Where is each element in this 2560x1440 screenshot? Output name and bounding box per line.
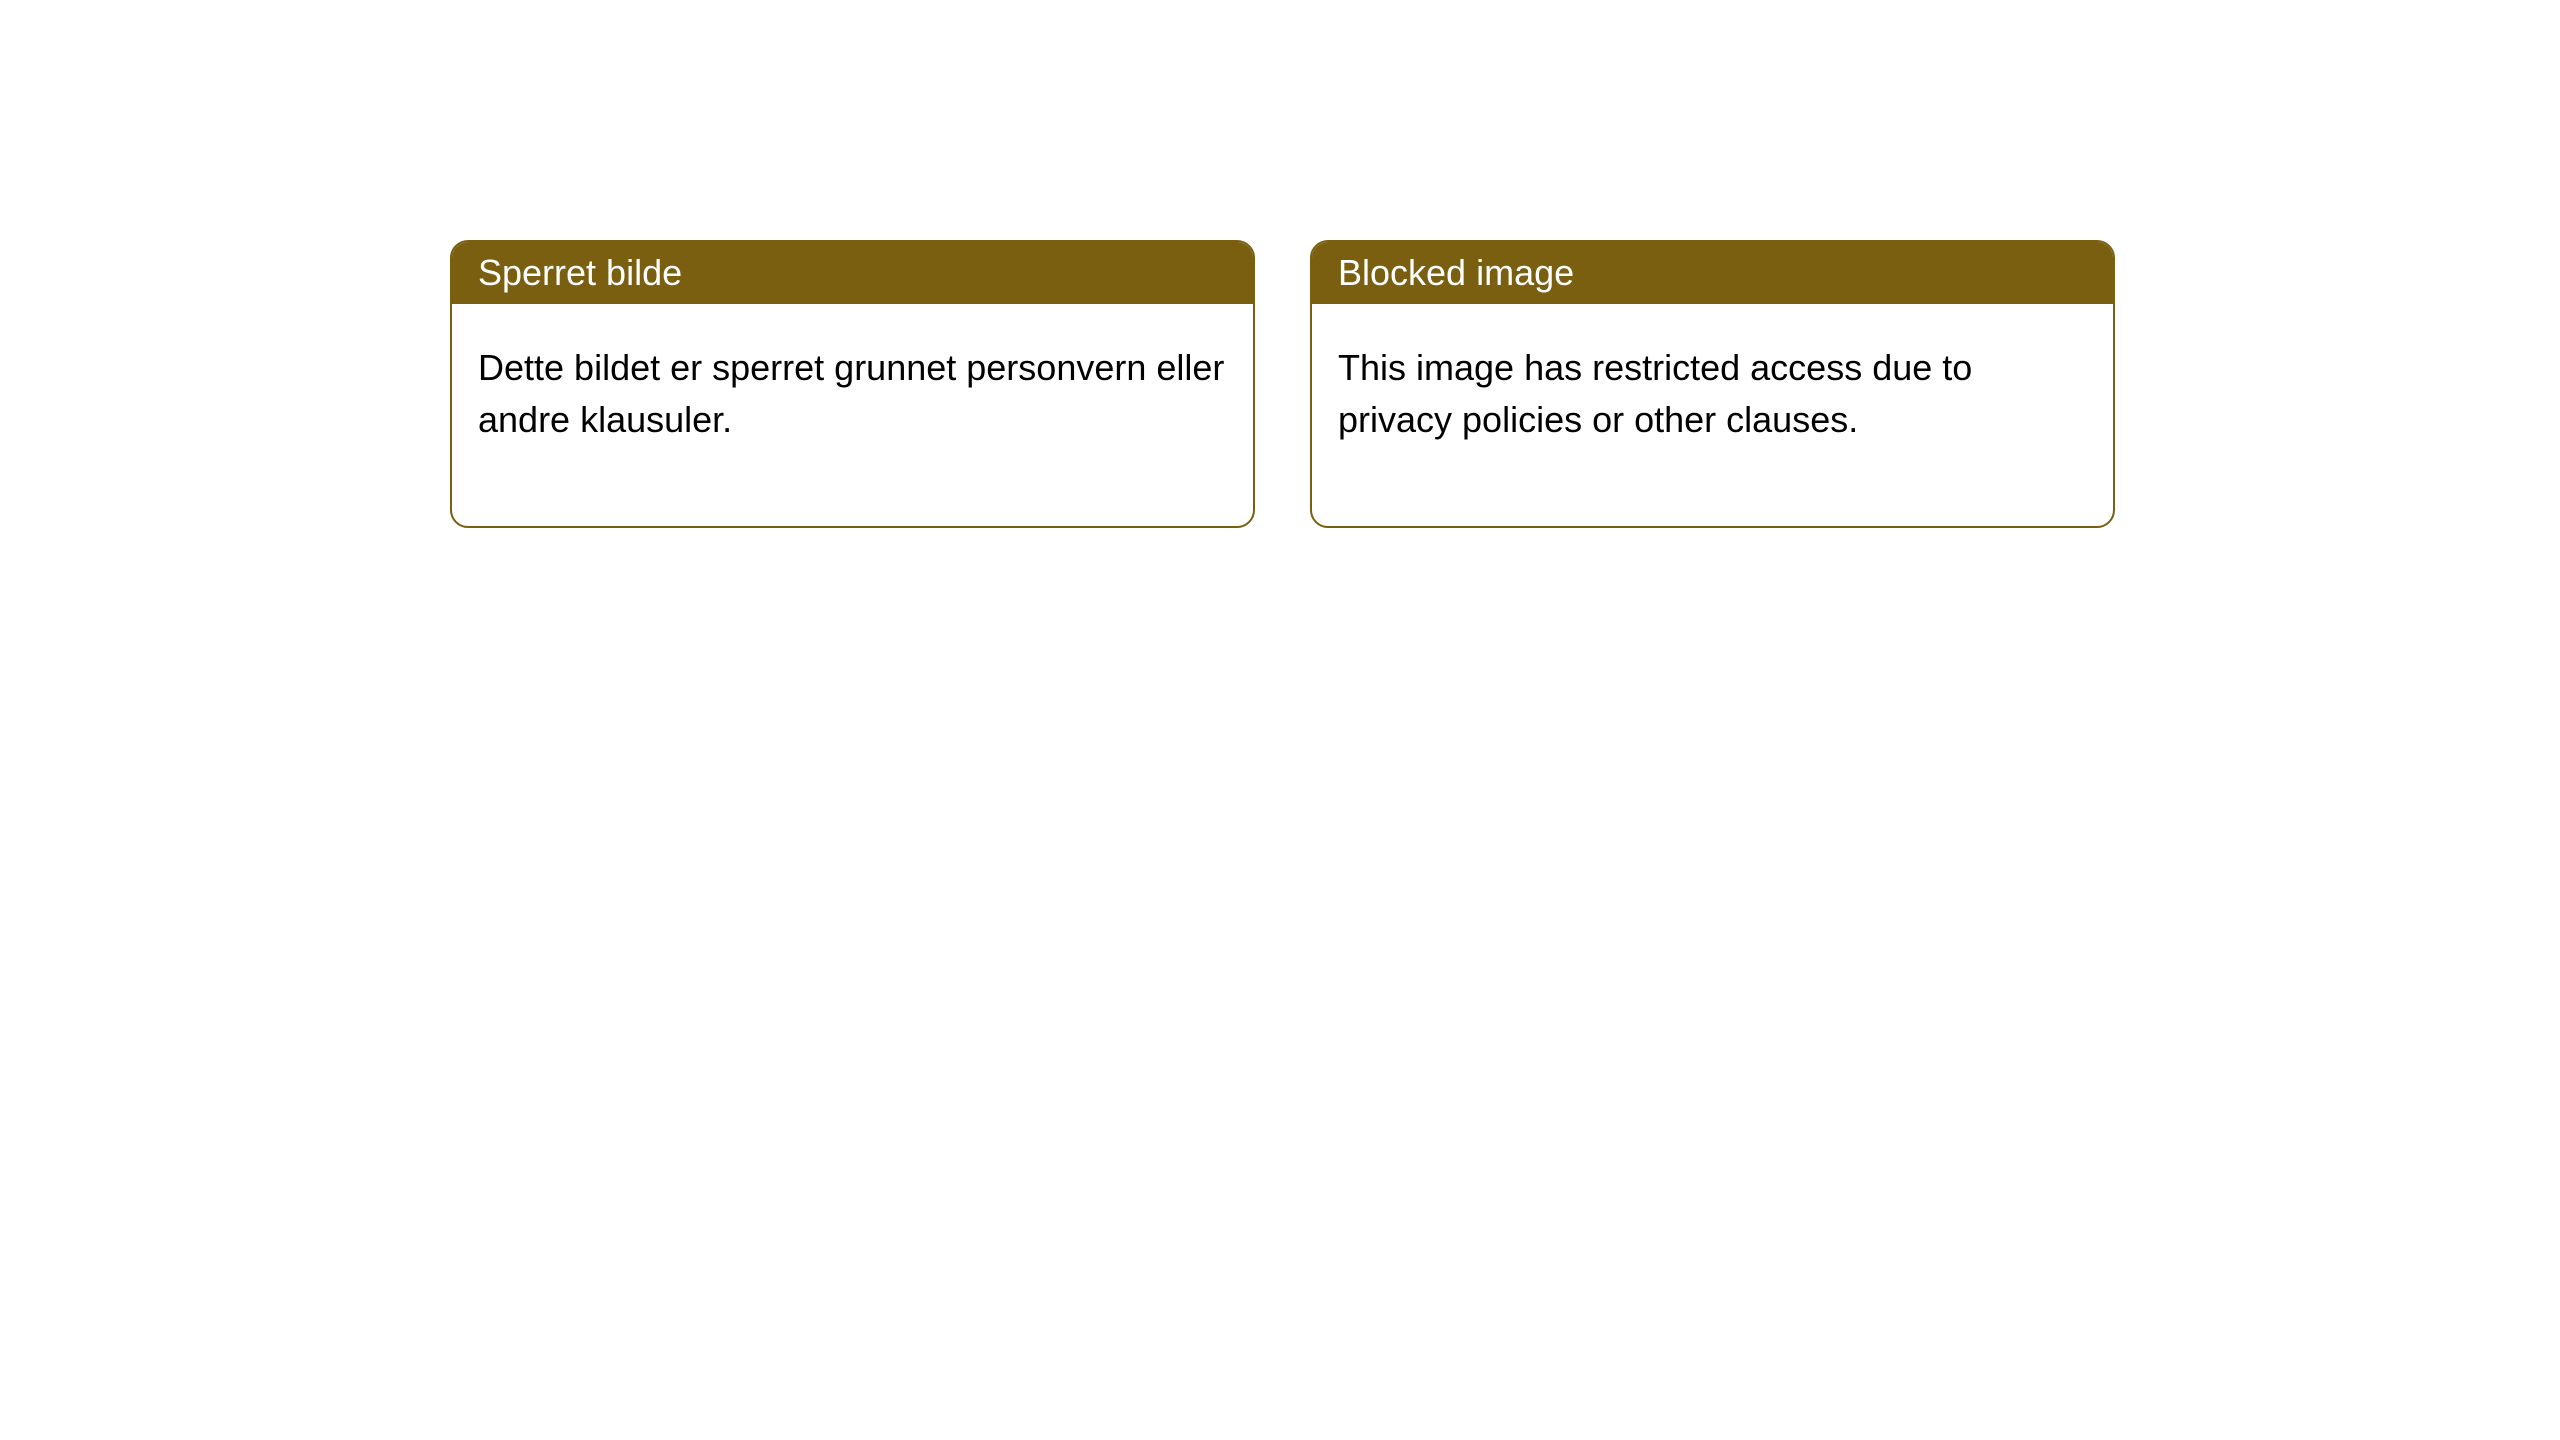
- card-body-text: This image has restricted access due to …: [1338, 347, 1972, 440]
- card-title: Sperret bilde: [478, 252, 682, 293]
- card-header: Blocked image: [1312, 242, 2113, 304]
- card-header: Sperret bilde: [452, 242, 1253, 304]
- card-title: Blocked image: [1338, 252, 1574, 293]
- blocked-image-card-no: Sperret bilde Dette bildet er sperret gr…: [450, 240, 1255, 528]
- card-body: This image has restricted access due to …: [1312, 304, 2113, 526]
- cards-container: Sperret bilde Dette bildet er sperret gr…: [0, 0, 2560, 528]
- blocked-image-card-en: Blocked image This image has restricted …: [1310, 240, 2115, 528]
- card-body: Dette bildet er sperret grunnet personve…: [452, 304, 1253, 526]
- card-body-text: Dette bildet er sperret grunnet personve…: [478, 347, 1224, 440]
